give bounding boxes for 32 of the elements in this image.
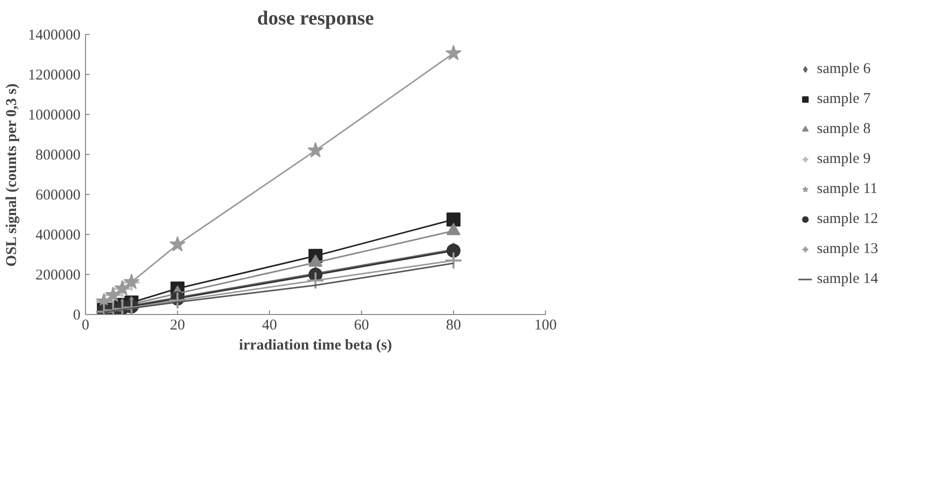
chart-title: dose response bbox=[257, 8, 374, 30]
legend-label: sample 7 bbox=[816, 90, 871, 108]
point bbox=[307, 142, 324, 158]
point bbox=[445, 44, 462, 60]
legend-label: sample 9 bbox=[816, 150, 871, 168]
y-tick-label: 400000 bbox=[36, 228, 80, 244]
legend-label: sample 12 bbox=[816, 210, 878, 228]
y-tick-label: 1000000 bbox=[28, 108, 80, 124]
point bbox=[169, 236, 186, 252]
y-tick-label: 0 bbox=[73, 308, 80, 324]
point bbox=[444, 252, 462, 270]
y-tick-label: 800000 bbox=[36, 148, 80, 164]
x-tick-label: 40 bbox=[262, 318, 277, 334]
y-tick-label: 200000 bbox=[36, 268, 80, 284]
point bbox=[306, 272, 324, 290]
legend-label: sample 14 bbox=[816, 270, 878, 288]
point bbox=[168, 292, 186, 310]
legend-label: sample 6 bbox=[816, 60, 871, 78]
legend-label: sample 11 bbox=[816, 180, 878, 198]
y-tick-label: 600000 bbox=[36, 188, 80, 204]
point bbox=[446, 222, 460, 236]
y-axis-title: OSL signal (counts per 0,3 s) bbox=[4, 84, 20, 267]
x-tick-label: 60 bbox=[354, 318, 369, 334]
point bbox=[446, 212, 460, 226]
x-tick-label: 80 bbox=[446, 318, 461, 334]
legend-label: sample 13 bbox=[816, 240, 878, 258]
x-tick-label: 100 bbox=[534, 318, 557, 334]
legend-label: sample 8 bbox=[816, 120, 871, 138]
x-axis-title: irradiation time beta (s) bbox=[239, 338, 392, 354]
y-tick-label: 1400000 bbox=[28, 28, 80, 44]
y-tick-label: 1200000 bbox=[28, 68, 80, 84]
x-tick-label: 20 bbox=[170, 318, 185, 334]
